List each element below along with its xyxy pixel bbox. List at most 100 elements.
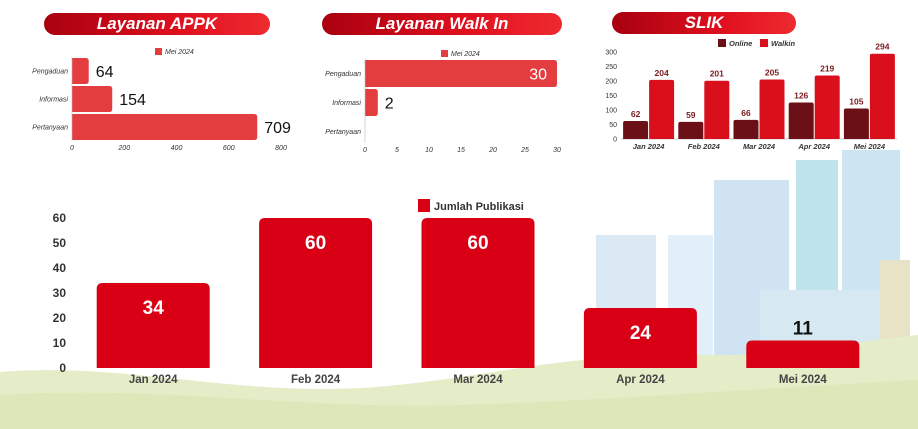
x-tick-label: 15 [457,147,465,154]
x-tick-label: 400 [171,145,183,152]
chart-jumlah-publikasi: Jumlah Publikasi 0 10 20 30 40 50 60 34 Jan 2024 6… [53,199,860,386]
title-pill-appk: Layanan APPK [44,13,270,35]
legend-label: Mei 2024 [451,51,480,58]
y-tick-label: 50 [609,122,617,129]
category-label: Pertanyaan [32,125,68,132]
legend-label: Jumlah Publikasi [434,201,524,213]
data-label: 62 [631,109,641,119]
x-tick-label: 800 [275,145,287,152]
y-tick-label: 50 [53,236,67,250]
data-label: 204 [655,68,669,78]
bar [72,58,89,84]
x-tick-label: Jan 2024 [633,142,666,151]
data-label: 709 [264,120,291,137]
bar [746,340,860,368]
data-label: 201 [710,69,724,79]
data-label: 24 [630,323,652,344]
y-tick-label: 250 [605,64,617,71]
y-tick-label: 60 [53,211,67,225]
x-tick-label: Apr 2024 [797,142,831,151]
x-tick-label: Feb 2024 [291,374,341,386]
bar [814,75,840,139]
legend-swatch [718,39,726,47]
title-pill-walk-in: Layanan Walk In [322,13,562,35]
y-tick-label: 0 [59,361,66,375]
bar [623,121,649,139]
legend-swatch [760,39,768,47]
chart-layanan-appk: Mei 2024 Pengaduan 64 Informasi 154 Pertanyaa… [32,48,291,152]
bar [788,102,814,139]
y-tick-label: 30 [53,286,67,300]
x-tick-label: 30 [553,147,561,154]
y-tick-label: 100 [605,108,617,115]
bar [869,53,895,139]
x-tick-label: 20 [488,147,497,154]
data-label: 126 [794,90,808,100]
bar [421,218,535,368]
category-label: Pengaduan [32,69,68,76]
category-label: Informasi [332,100,361,107]
legend-swatch [441,50,448,57]
legend-label: Mei 2024 [165,49,194,56]
x-tick-label: Mar 2024 [453,374,503,386]
y-tick-label: 300 [605,50,617,57]
legend-swatch [418,199,430,212]
data-label: 205 [765,68,779,78]
data-label: 30 [529,67,547,84]
data-label: 60 [305,233,326,254]
data-label: 11 [793,319,814,340]
x-tick-label: Feb 2024 [688,142,721,151]
x-tick-label: Mei 2024 [779,374,828,386]
x-tick-label: 200 [117,145,130,152]
bar [649,79,675,139]
chart-layanan-walk-in: Mei 2024 Pengaduan 30 Informasi 2 Pertanyaan 0… [325,50,561,154]
x-tick-label: 5 [395,147,399,154]
data-label: 154 [119,92,146,109]
legend-label: Online [729,39,752,48]
legend-swatch [155,48,162,55]
bar [843,108,869,139]
title-pill-slik: SLIK [612,12,796,34]
bar [96,283,210,368]
chart-slik: Online Walkin 0 50 100 150 200 250 300 62 204 Jan 2… [605,39,897,151]
x-tick-label: 600 [223,145,235,152]
legend-label: Walkin [771,39,795,48]
y-tick-label: 200 [605,79,617,86]
bar [704,80,730,139]
category-label: Informasi [39,97,68,104]
bar [733,119,759,139]
x-tick-label: Mei 2024 [854,142,886,151]
category-label: Pengaduan [325,71,361,78]
grass-hill [0,380,918,429]
x-tick-label: Apr 2024 [616,374,665,386]
y-tick-label: 40 [53,261,67,275]
category-label: Pertanyaan [325,129,361,136]
data-label: 59 [686,110,696,120]
bar [72,86,113,112]
x-tick-label: 0 [70,145,74,152]
bar [259,218,373,368]
x-tick-label: Jan 2024 [129,374,178,386]
x-tick-label: 25 [520,147,529,154]
data-label: 34 [143,298,165,319]
bar [72,114,258,140]
data-label: 105 [849,97,863,107]
data-label: 64 [96,64,114,81]
y-tick-label: 20 [53,311,67,325]
y-tick-label: 150 [605,93,617,100]
data-label: 60 [467,233,488,254]
bar [583,308,697,368]
bar [365,89,378,116]
data-label: 294 [875,42,889,52]
bar [759,79,785,139]
data-label: 66 [741,108,751,118]
x-tick-label: 0 [363,147,367,154]
x-tick-label: Mar 2024 [743,142,776,151]
y-tick-label: 0 [613,137,617,144]
bar [678,121,704,139]
data-label: 219 [820,63,834,73]
x-tick-label: 10 [425,147,433,154]
y-tick-label: 10 [53,336,67,350]
bar [365,60,557,87]
